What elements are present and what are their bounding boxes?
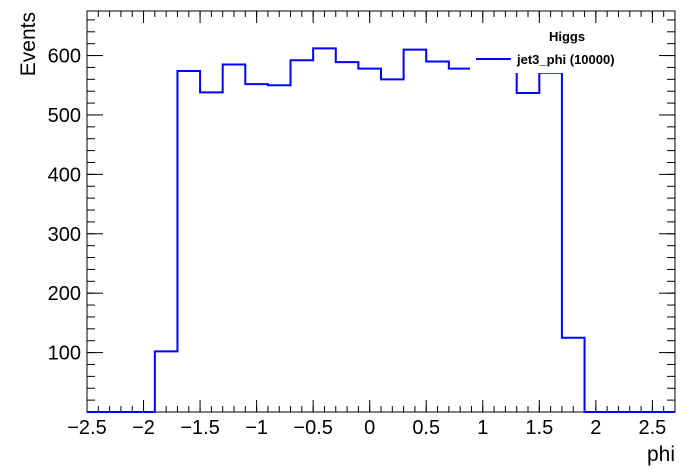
legend-label: jet3_phi (10000) — [516, 52, 615, 67]
y-tick-labels: 100 200 300 400 500 600 — [48, 46, 81, 365]
x-tick-labels: −2.5 −2 −1.5 −1 −0.5 0 0.5 1 1.5 2 2.5 — [67, 417, 666, 439]
x-tick-label: −2.5 — [67, 417, 106, 439]
x-tick-label: 1 — [477, 417, 488, 439]
y-tick-label: 400 — [48, 164, 81, 186]
y-tick-label: 100 — [48, 343, 81, 365]
x-tick-label: −2 — [132, 417, 155, 439]
x-tick-label: 1.5 — [525, 417, 553, 439]
x-tick-label: −0.5 — [293, 417, 332, 439]
y-axis-title: Events — [17, 12, 40, 76]
y-tick-label: 300 — [48, 224, 81, 246]
series-histogram-line — [87, 47, 675, 413]
x-tick-label: 0.5 — [412, 417, 440, 439]
axis-ticks — [86, 11, 676, 412]
x-tick-label: 2 — [590, 417, 601, 439]
x-tick-label: −1.5 — [180, 417, 219, 439]
x-axis-title: phi — [647, 443, 675, 466]
x-tick-label: 0 — [364, 417, 375, 439]
x-tick-label: −1 — [245, 417, 268, 439]
y-tick-label: 500 — [48, 105, 81, 127]
x-tick-label: 2.5 — [638, 417, 666, 439]
legend-title: Higgs — [549, 29, 585, 44]
y-tick-label: 200 — [48, 283, 81, 305]
y-tick-label: 600 — [48, 46, 81, 68]
